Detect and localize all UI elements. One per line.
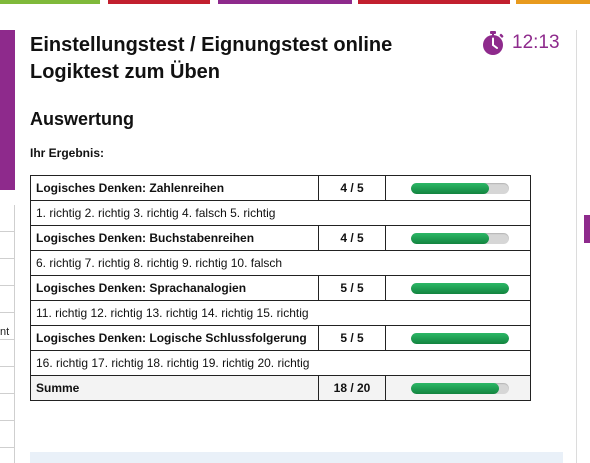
- page-title: Einstellungstest / Eignungstest online L…: [30, 32, 392, 86]
- score-cell: 4 / 5: [318, 225, 386, 251]
- top-bar-segment: [516, 0, 590, 4]
- top-bar-segment: [108, 0, 210, 4]
- answer-details-cell: 6. richtig 7. richtig 8. richtig 9. rich…: [30, 250, 531, 276]
- result-label: Ihr Ergebnis:: [30, 146, 105, 160]
- answer-details-cell: 16. richtig 17. richtig 18. richtig 19. …: [30, 350, 531, 376]
- total-row: Summe 18 / 20: [30, 375, 531, 401]
- progress-bar-fill: [411, 332, 509, 344]
- progress-bar: [411, 182, 509, 194]
- top-color-bar: [0, 0, 590, 4]
- progress-bar-fill: [411, 232, 490, 244]
- answer-details-cell: 1. richtig 2. richtig 3. richtig 4. fals…: [30, 200, 531, 226]
- category-cell: Logisches Denken: Buchstabenreihen: [30, 225, 319, 251]
- left-cut-text: nt: [0, 326, 10, 338]
- result-detail-row: 11. richtig 12. richtig 13. richtig 14. …: [30, 300, 531, 326]
- progress-bar: [411, 232, 509, 244]
- total-label: Summe: [30, 375, 319, 401]
- category-cell: Logisches Denken: Sprachanalogien: [30, 275, 319, 301]
- page-title-line2: Logiktest zum Üben: [30, 61, 221, 83]
- result-row: Logisches Denken: Zahlenreihen 4 / 5: [30, 175, 531, 201]
- progress-bar-fill: [411, 282, 509, 294]
- left-accent-bar: [0, 30, 15, 190]
- progress-bar: [411, 282, 509, 294]
- total-score: 18 / 20: [318, 375, 386, 401]
- timer: 12:13: [480, 30, 560, 56]
- answer-details-cell: 11. richtig 12. richtig 13. richtig 14. …: [30, 300, 531, 326]
- info-box: [30, 452, 563, 463]
- content-right-border: [576, 30, 577, 463]
- result-detail-row: 6. richtig 7. richtig 8. richtig 9. rich…: [30, 250, 531, 276]
- progress-cell: [385, 275, 531, 301]
- progress-bar: [411, 382, 509, 394]
- score-cell: 5 / 5: [318, 325, 386, 351]
- section-title: Auswertung: [30, 109, 135, 129]
- category-cell: Logisches Denken: Zahlenreihen: [30, 175, 319, 201]
- result-detail-row: 1. richtig 2. richtig 3. richtig 4. fals…: [30, 200, 531, 226]
- left-partial-table: [0, 205, 15, 463]
- results-table: Logisches Denken: Zahlenreihen 4 / 5 1. ri…: [30, 175, 531, 401]
- score-cell: 4 / 5: [318, 175, 386, 201]
- category-cell: Logisches Denken: Logische Schlussfolger…: [30, 325, 319, 351]
- result-detail-row: 16. richtig 17. richtig 18. richtig 19. …: [30, 350, 531, 376]
- progress-bar-fill: [411, 382, 500, 394]
- top-bar-segment: [0, 0, 100, 4]
- timer-value: 12:13: [512, 32, 560, 53]
- progress-bar: [411, 332, 509, 344]
- progress-bar-fill: [411, 182, 490, 194]
- top-bar-segment: [358, 0, 510, 4]
- total-progress-cell: [385, 375, 531, 401]
- right-side-tab[interactable]: [584, 215, 590, 243]
- page-title-line1: Einstellungstest / Eignungstest online: [30, 34, 393, 56]
- score-cell: 5 / 5: [318, 275, 386, 301]
- top-bar-segment: [218, 0, 352, 4]
- result-row: Logisches Denken: Logische Schlussfolger…: [30, 325, 531, 351]
- progress-cell: [385, 175, 531, 201]
- result-row: Logisches Denken: Sprachanalogien 5 / 5: [30, 275, 531, 301]
- stopwatch-icon: [483, 31, 504, 55]
- result-row: Logisches Denken: Buchstabenreihen 4 / 5: [30, 225, 531, 251]
- progress-cell: [385, 325, 531, 351]
- progress-cell: [385, 225, 531, 251]
